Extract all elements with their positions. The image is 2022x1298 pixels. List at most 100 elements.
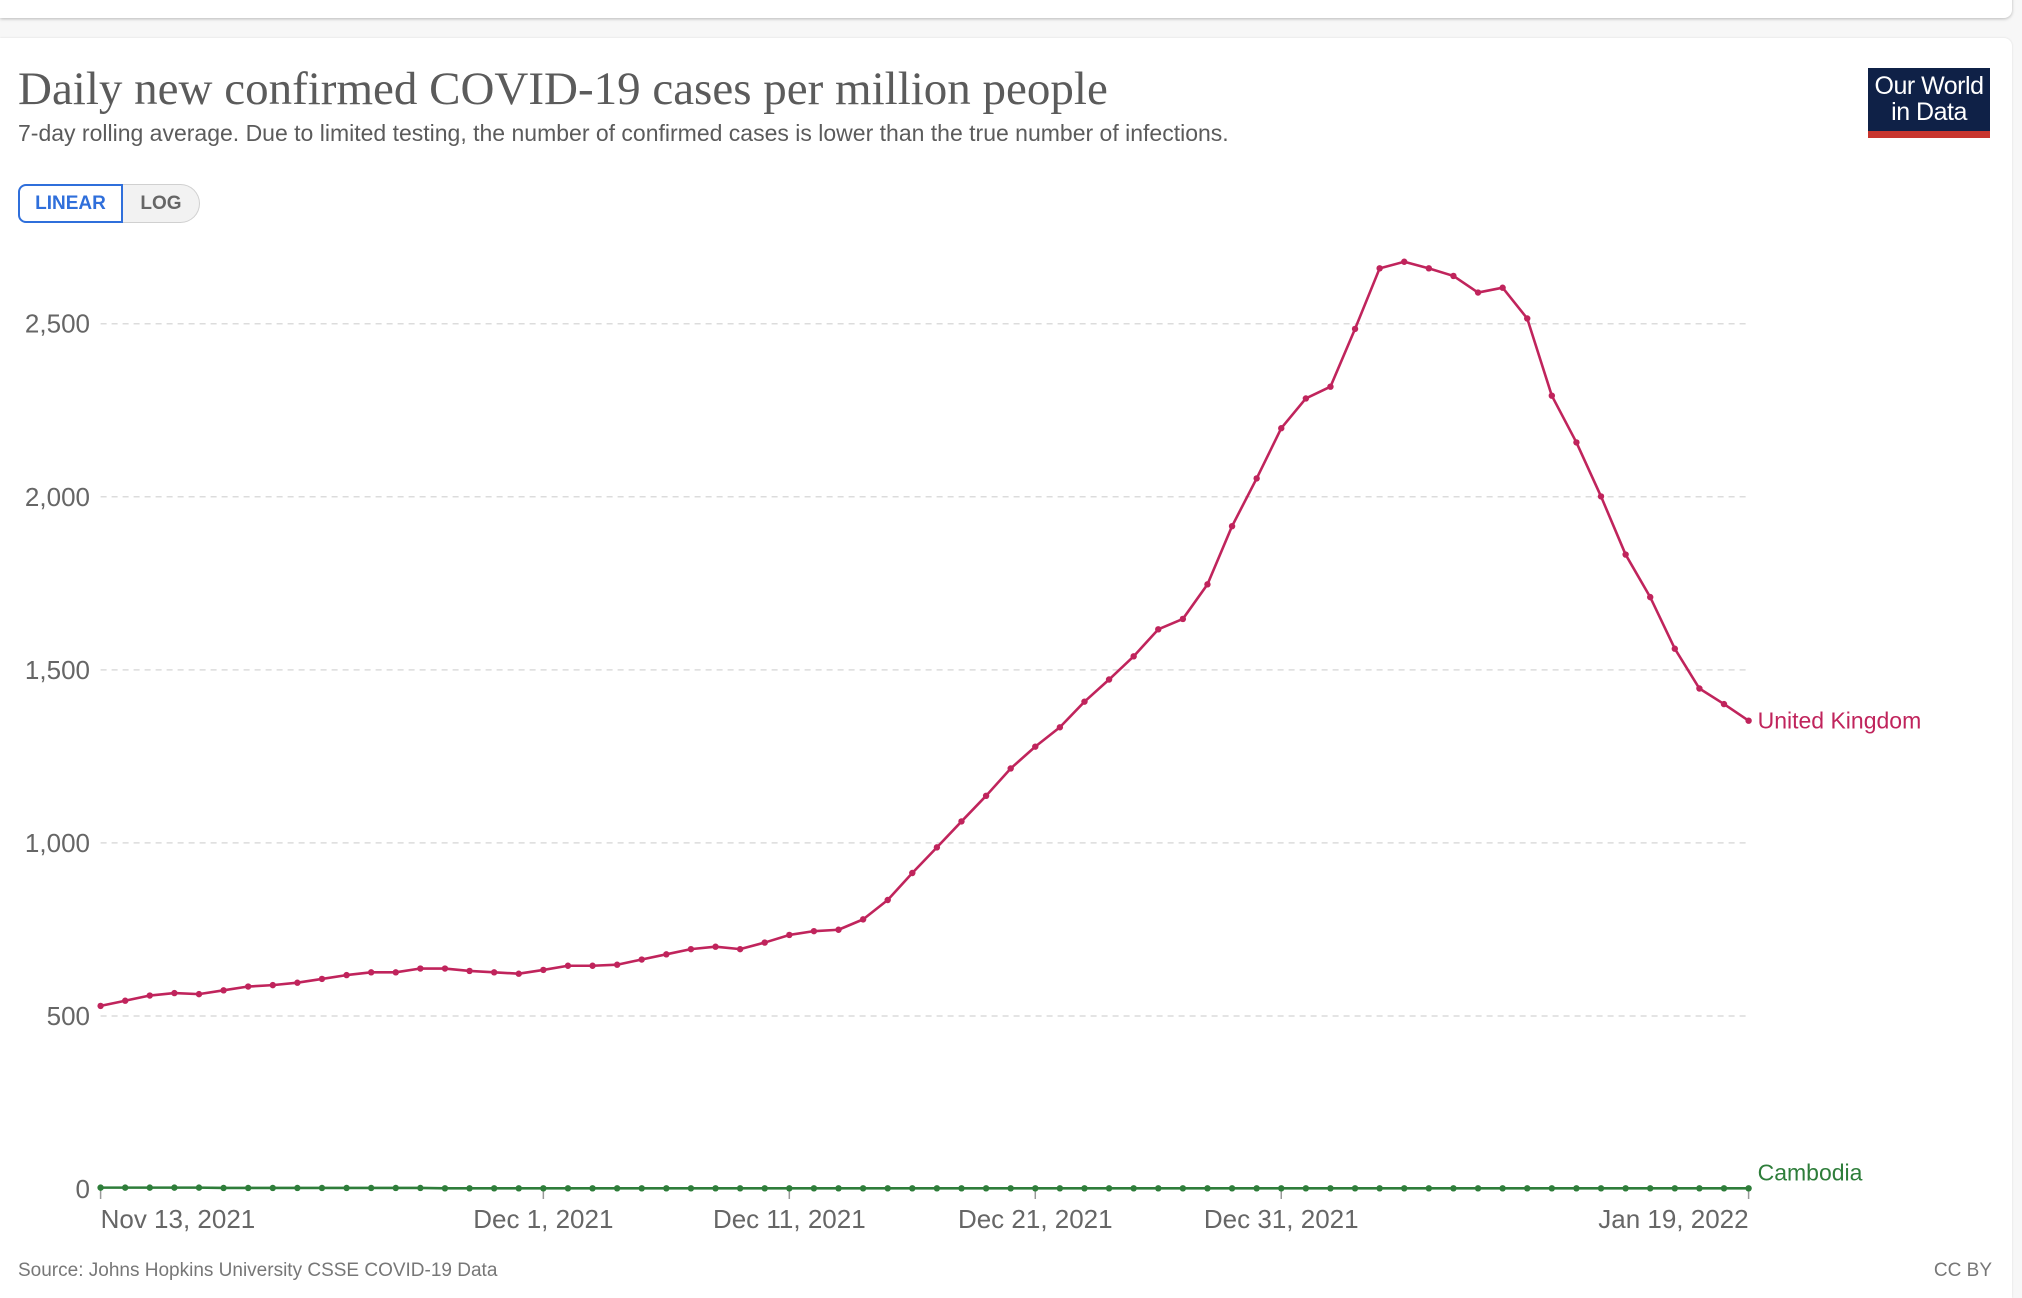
data-point-united-kingdom	[589, 962, 596, 969]
data-point-cambodia	[1696, 1185, 1703, 1192]
data-point-cambodia	[490, 1185, 498, 1192]
owid-logo[interactable]: Our World in Data	[1868, 68, 1990, 138]
license-link[interactable]: CC BY	[1933, 1260, 1992, 1281]
data-point-united-kingdom	[1056, 724, 1064, 731]
y-tick-label: 1,500	[25, 655, 90, 685]
data-point-cambodia	[736, 1185, 744, 1192]
data-point-cambodia	[687, 1185, 695, 1192]
data-point-united-kingdom	[761, 939, 768, 946]
logo-line-2: in Data	[1891, 98, 1967, 126]
log-scale-button[interactable]: LOG	[123, 184, 200, 223]
data-point-cambodia	[933, 1185, 941, 1192]
data-point-cambodia	[1474, 1185, 1482, 1192]
logo-line-1: Our World	[1874, 72, 1984, 100]
data-point-united-kingdom	[466, 967, 473, 975]
data-point-united-kingdom	[1720, 700, 1728, 708]
data-point-cambodia	[1376, 1185, 1383, 1192]
data-point-cambodia	[1401, 1185, 1408, 1192]
data-point-cambodia	[1720, 1185, 1728, 1192]
data-point-united-kingdom	[1671, 645, 1679, 652]
data-point-united-kingdom	[1647, 593, 1654, 601]
x-tick-label: Nov 13, 2021	[101, 1204, 256, 1234]
data-point-cambodia	[1228, 1185, 1236, 1192]
data-point-cambodia	[121, 1184, 129, 1191]
data-point-united-kingdom	[736, 945, 744, 953]
data-point-united-kingdom	[244, 983, 252, 990]
data-point-cambodia	[171, 1184, 178, 1191]
data-point-cambodia	[367, 1184, 375, 1192]
data-point-cambodia	[1524, 1185, 1531, 1192]
data-point-cambodia	[1130, 1185, 1137, 1192]
data-point-united-kingdom	[1524, 315, 1531, 322]
source-note[interactable]: Source: Johns Hopkins University CSSE CO…	[18, 1260, 498, 1281]
data-point-cambodia	[909, 1185, 916, 1192]
data-point-united-kingdom	[417, 965, 424, 972]
data-point-cambodia	[1499, 1185, 1506, 1192]
data-point-united-kingdom	[1204, 581, 1211, 588]
data-point-cambodia	[318, 1184, 326, 1192]
data-point-united-kingdom	[392, 969, 399, 976]
data-point-cambodia	[1745, 1185, 1752, 1192]
y-tick-label: 1,000	[25, 828, 90, 858]
data-point-united-kingdom	[269, 981, 276, 989]
x-tick-label: Jan 19, 2022	[1598, 1204, 1748, 1234]
data-point-united-kingdom	[515, 970, 522, 977]
data-point-united-kingdom	[490, 969, 498, 976]
data-point-cambodia	[1351, 1185, 1359, 1192]
data-point-united-kingdom	[1573, 439, 1580, 446]
data-point-cambodia	[540, 1185, 547, 1192]
data-point-cambodia	[1302, 1185, 1310, 1192]
chart-title: Daily new confirmed COVID-19 cases per m…	[18, 63, 1108, 115]
data-point-united-kingdom	[1007, 765, 1014, 772]
data-point-united-kingdom	[663, 951, 670, 958]
data-point-cambodia	[466, 1185, 473, 1192]
data-point-cambodia	[195, 1184, 203, 1191]
data-point-united-kingdom	[1597, 493, 1605, 500]
data-point-united-kingdom	[1228, 522, 1236, 530]
data-point-united-kingdom	[1548, 392, 1556, 399]
chart-subtitle: 7-day rolling average. Due to limited te…	[18, 120, 1229, 146]
x-tick-label: Dec 1, 2021	[473, 1204, 613, 1234]
data-point-cambodia	[638, 1185, 645, 1192]
data-point-united-kingdom	[958, 818, 965, 825]
data-point-cambodia	[294, 1184, 301, 1192]
data-point-cambodia	[1007, 1185, 1014, 1192]
data-point-cambodia	[244, 1184, 252, 1192]
chart-card	[0, 38, 2012, 1298]
data-point-cambodia	[1081, 1185, 1088, 1192]
data-point-united-kingdom	[1302, 395, 1310, 402]
data-point-united-kingdom	[1032, 743, 1039, 750]
data-point-cambodia	[97, 1184, 104, 1191]
data-point-cambodia	[1622, 1185, 1629, 1192]
data-point-united-kingdom	[982, 792, 990, 800]
linear-scale-button[interactable]: LINEAR	[18, 184, 123, 223]
data-point-cambodia	[417, 1184, 424, 1192]
data-point-cambodia	[564, 1185, 572, 1192]
data-point-united-kingdom	[859, 916, 867, 923]
data-point-united-kingdom	[146, 992, 153, 999]
series-label-cambodia: Cambodia	[1758, 1159, 1863, 1185]
data-point-cambodia	[884, 1185, 891, 1192]
data-point-united-kingdom	[1327, 383, 1334, 390]
data-point-united-kingdom	[712, 943, 719, 950]
data-point-united-kingdom	[810, 927, 818, 935]
series-label-united-kingdom: United Kingdom	[1758, 708, 1922, 734]
data-point-cambodia	[1573, 1185, 1580, 1192]
data-point-united-kingdom	[195, 990, 203, 998]
data-point-united-kingdom	[1130, 653, 1137, 660]
data-point-united-kingdom	[318, 975, 326, 983]
data-point-united-kingdom	[1499, 284, 1506, 291]
data-point-cambodia	[663, 1185, 670, 1192]
data-point-united-kingdom	[1376, 265, 1383, 272]
data-point-united-kingdom	[933, 844, 941, 851]
data-point-united-kingdom	[884, 896, 891, 904]
scale-toggle: LINEAR LOG	[18, 184, 200, 223]
data-point-united-kingdom	[1745, 717, 1752, 724]
data-point-united-kingdom	[638, 956, 645, 963]
data-point-united-kingdom	[564, 962, 572, 969]
data-point-united-kingdom	[786, 931, 793, 939]
data-point-cambodia	[1056, 1185, 1064, 1192]
data-point-cambodia	[1647, 1185, 1654, 1192]
data-point-united-kingdom	[835, 926, 842, 933]
